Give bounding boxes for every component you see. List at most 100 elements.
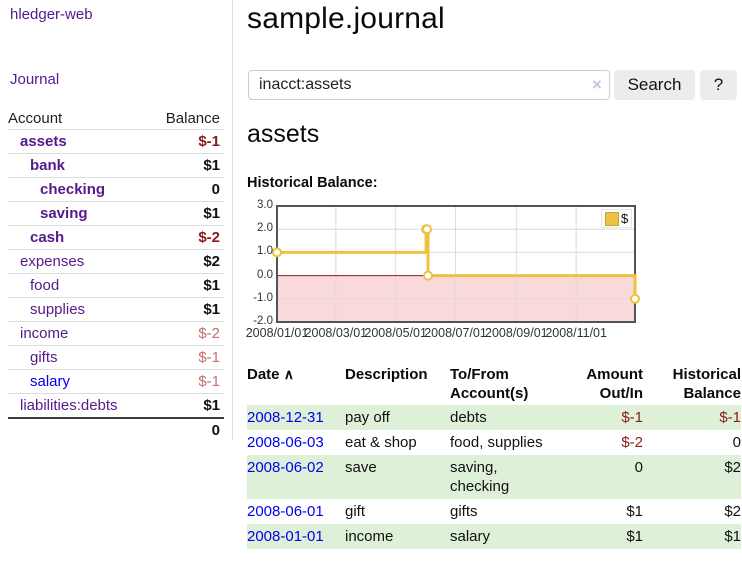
date-column-header[interactable]: Date ∧ [247,362,345,405]
balance-column-header: Historical Balance [672,366,741,402]
account-link-gifts[interactable]: gifts [30,349,58,366]
chart-plot [272,205,640,323]
transaction-accounts: gifts [450,503,478,520]
table-row[interactable]: 2008-06-01 gift gifts $1 $2 [247,499,741,524]
search-button[interactable]: Search [614,70,695,100]
transaction-date-link[interactable]: 2008-01-01 [247,528,324,545]
historical-balance-chart: 3.0 2.0 1.0 0.0 -1.0 -2.0 2008/01/01 2008/03/0… [245,199,742,345]
transaction-accounts: debts [450,409,487,426]
y-tick-label: 1.0 [257,245,273,258]
account-row-supplies: supplies $1 [8,298,224,322]
table-row[interactable]: 2008-06-03 eat & shop food, supplies $-2… [247,430,741,455]
account-row-food: food $1 [8,274,224,298]
app-brand-link[interactable]: hledger-web [10,6,93,23]
transaction-balance: $1 [724,528,741,545]
accounts-table-header: Account Balance [8,107,224,130]
account-link-supplies[interactable]: supplies [30,301,86,318]
transaction-date-link[interactable]: 2008-06-03 [247,434,324,451]
transaction-date-link[interactable]: 2008-06-01 [247,503,324,520]
account-link-assets[interactable]: assets [20,133,67,150]
transaction-description: pay off [345,409,390,426]
x-tick-label: 2008/05/01 [364,326,427,340]
chart-legend: $ [601,209,633,228]
page-title: sample.journal [247,2,445,35]
sidebar: hledger-web Journal Account Balance asse… [0,0,233,440]
legend-swatch-icon [605,211,619,226]
search-form: × Search ? [247,70,742,101]
account-row-salary: salary $-1 [8,370,224,394]
transaction-accounts: salary [450,528,491,545]
accounts-column-header: To/From Account(s) [450,366,529,402]
account-row-saving: saving $1 [8,202,224,226]
account-row-cash: cash $-2 [8,226,224,250]
account-column-header: Account [8,109,63,127]
table-row[interactable]: 2008-12-31 pay off debts $-1 $-1 [247,405,741,430]
account-balance: $1 [203,301,220,318]
transaction-balance: $2 [724,459,741,476]
table-row[interactable]: 2008-01-01 income salary $1 $1 [247,524,741,549]
accounts-total-row: 0 [8,417,224,442]
main-content: sample.journal × Search ? assets Histori… [245,0,742,582]
legend-label: $ [621,211,629,226]
accounts-total-balance: 0 [211,422,220,439]
account-balance: $2 [203,253,220,270]
account-link-food[interactable]: food [30,277,60,294]
account-link-checking[interactable]: checking [40,181,106,198]
account-balance: $1 [203,397,220,414]
account-balance: $-2 [198,325,220,342]
y-tick-label: 2.0 [257,222,273,235]
transaction-date-link[interactable]: 2008-12-31 [247,409,324,426]
transaction-amount: $-2 [621,434,643,451]
transaction-balance: $-1 [719,409,741,426]
x-tick-label: 2008/09/01 [485,326,548,340]
transaction-description: income [345,528,394,545]
account-row-gifts: gifts $-1 [8,346,224,370]
transaction-balance: 0 [732,434,741,451]
account-row-assets: assets $-1 [8,130,224,154]
account-link-saving[interactable]: saving [40,205,88,222]
account-balance: $-1 [198,373,220,390]
transaction-description: save [345,459,377,476]
account-balance: $1 [203,277,220,294]
account-link-salary[interactable]: salary [30,373,71,390]
account-balance: 0 [211,181,220,198]
account-row-income: income $-2 [8,322,224,346]
x-tick-label: 2008/01/01 [245,326,309,340]
account-link-liabilities-debts[interactable]: liabilities:debts [20,397,118,414]
y-tick-label: 3.0 [257,199,273,211]
sort-asc-icon: ∧ [283,366,294,382]
transaction-amount: $1 [626,528,643,545]
amount-column-header: Amount Out/In [586,366,643,402]
transaction-date-link[interactable]: 2008-06-02 [247,459,324,476]
search-input[interactable] [248,70,610,100]
x-tick-label: 2008/11/01 [545,326,607,340]
account-link-cash[interactable]: cash [30,229,65,246]
y-tick-label: -2.0 [253,315,273,327]
table-row[interactable]: 2008-06-02 save saving, checking 0 $2 [247,455,741,499]
transaction-accounts: food, supplies [450,434,543,451]
transaction-accounts: saving, checking [450,459,510,495]
y-tick-label: -1.0 [253,291,273,304]
balance-column-header: Balance [165,109,220,127]
account-row-bank: bank $1 [8,154,224,178]
account-link-income[interactable]: income [20,325,69,342]
sidebar-item-journal[interactable]: Journal [10,71,60,88]
register-table: Date ∧ Description To/From Account(s) Am… [247,362,741,549]
account-balance: $1 [203,157,220,174]
account-balance: $-1 [198,349,220,366]
transaction-amount: $1 [626,503,643,520]
y-tick-label: 0.0 [257,268,273,281]
account-link-bank[interactable]: bank [30,157,66,174]
account-page-heading: assets [247,120,320,148]
help-button[interactable]: ? [700,70,737,100]
clear-search-icon[interactable]: × [592,75,602,94]
date-header-label: Date [247,366,280,383]
account-link-expenses[interactable]: expenses [20,253,85,270]
account-balance: $-2 [198,229,220,246]
account-row-expenses: expenses $2 [8,250,224,274]
account-row-liabilities-debts: liabilities:debts $1 [8,394,224,417]
historical-balance-label: Historical Balance: [247,175,378,191]
transaction-amount: $-1 [621,409,643,426]
description-column-header: Description [345,366,428,383]
register-header-row: Date ∧ Description To/From Account(s) Am… [247,362,741,405]
